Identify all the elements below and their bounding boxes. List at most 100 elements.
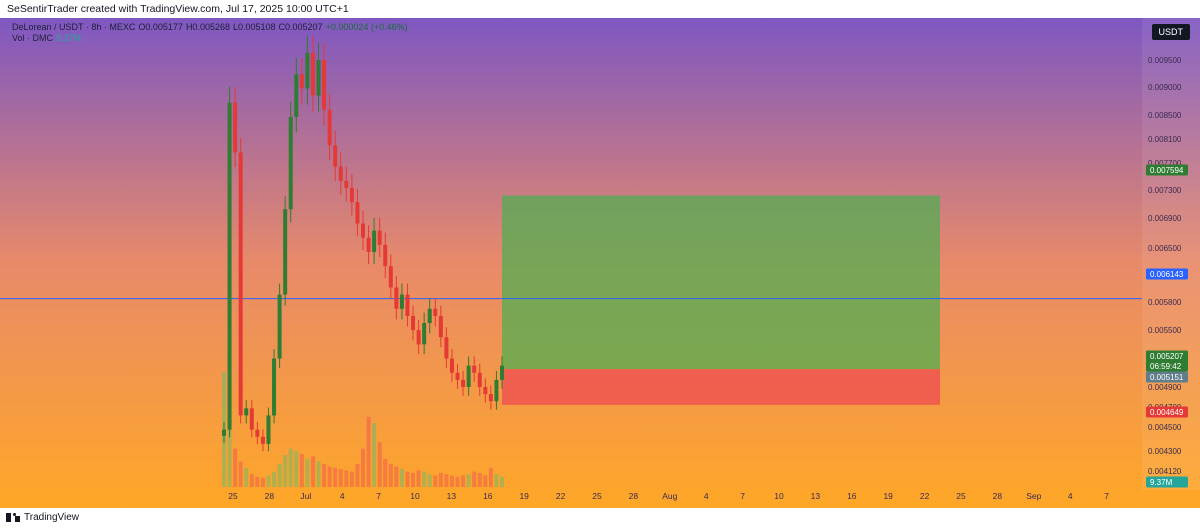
legend-open: O0.005177 xyxy=(138,22,183,32)
candle-body xyxy=(399,294,404,309)
candle-body xyxy=(227,102,232,430)
x-tick-label: Sep xyxy=(1026,491,1041,501)
volume-bar xyxy=(227,416,232,487)
y-tick-label: 0.007300 xyxy=(1148,186,1182,195)
legend-volume-row: Vol · DMC 9.37M xyxy=(12,33,408,44)
y-tick-label: 0.009000 xyxy=(1148,83,1182,92)
volume-bar xyxy=(483,475,488,487)
legend-vol-label[interactable]: Vol · DMC xyxy=(12,33,54,43)
volume-bar xyxy=(333,467,338,487)
volume-bar xyxy=(288,448,293,487)
x-tick-label: 25 xyxy=(956,491,966,501)
price-marker-bg xyxy=(1146,476,1188,488)
candle-body xyxy=(333,145,338,167)
y-tick-label: 0.004300 xyxy=(1148,447,1182,456)
volume-bar xyxy=(433,475,438,487)
price-marker-label: 0.005151 xyxy=(1150,373,1184,382)
x-tick-label: Aug xyxy=(662,491,677,501)
volume-bar xyxy=(472,471,477,487)
candle-body xyxy=(377,230,382,245)
volume-bar xyxy=(461,475,466,487)
candle-body xyxy=(388,266,393,288)
volume-bar xyxy=(411,472,416,487)
target-zone xyxy=(502,195,940,370)
y-tick-label: 0.005500 xyxy=(1148,326,1182,335)
volume-bar xyxy=(494,474,499,487)
volume-bar xyxy=(277,464,282,487)
candle-body xyxy=(433,308,438,316)
volume-bar xyxy=(310,456,315,487)
candle-body xyxy=(244,408,249,416)
y-tick-label: 0.004500 xyxy=(1148,423,1182,432)
legend-low: L0.005108 xyxy=(232,22,276,32)
x-tick-label: 16 xyxy=(483,491,493,501)
volume-bar xyxy=(233,448,238,487)
volume-bar xyxy=(294,451,299,487)
currency-badge[interactable]: USDT xyxy=(1151,24,1190,40)
candle-body xyxy=(299,74,304,89)
legend-high: H0.005268 xyxy=(185,22,230,32)
price-marker-bg xyxy=(1146,360,1188,372)
x-tick-label: 28 xyxy=(265,491,275,501)
volume-bar xyxy=(366,416,371,487)
candle-body xyxy=(366,237,371,252)
volume-bar xyxy=(238,461,243,487)
x-tick-label: 25 xyxy=(228,491,238,501)
candle-body xyxy=(383,244,388,267)
candle-body xyxy=(349,187,354,203)
candle-body xyxy=(494,379,499,402)
volume-bar xyxy=(361,448,365,487)
volume-bar xyxy=(344,470,349,487)
candle-body xyxy=(294,74,299,117)
position-zones xyxy=(502,195,940,405)
candle-body xyxy=(422,323,427,345)
x-tick-label: 7 xyxy=(1104,491,1109,501)
candle-body xyxy=(416,330,421,345)
y-tick-label: 0.004900 xyxy=(1148,383,1182,392)
candle-body xyxy=(449,358,454,373)
volume-bar xyxy=(394,466,399,487)
candles xyxy=(222,35,504,452)
candle-body xyxy=(316,60,321,96)
candle-body xyxy=(222,429,226,436)
price-marker-bg xyxy=(1146,406,1188,418)
y-tick-label: 0.004120 xyxy=(1148,467,1182,476)
volume-bar xyxy=(427,474,432,487)
legend-symbol[interactable]: DeLorean / USDT · 8h · MEXC xyxy=(12,22,136,32)
candle-body xyxy=(483,387,488,395)
tradingview-brand[interactable]: TradingView xyxy=(6,512,79,523)
y-tick-label: 0.008100 xyxy=(1148,135,1182,144)
volume-bar xyxy=(244,467,249,487)
candle-body xyxy=(238,152,243,416)
candle-body xyxy=(322,60,327,110)
x-tick-label: 13 xyxy=(811,491,821,501)
y-tick-label: 0.005800 xyxy=(1148,298,1182,307)
candle-body xyxy=(327,109,332,146)
candle-body xyxy=(272,358,277,416)
volume-bar xyxy=(500,476,504,487)
volume-bar xyxy=(327,466,332,487)
x-tick-label: 13 xyxy=(447,491,457,501)
price-marker-bg xyxy=(1146,164,1188,176)
x-tick-label: 4 xyxy=(704,491,709,501)
volume-bar xyxy=(438,472,443,487)
price-marker-bg xyxy=(1146,268,1188,280)
price-marker-label: 0.007594 xyxy=(1150,166,1184,175)
x-tick-label: 10 xyxy=(410,491,420,501)
legend-change: +0.000024 (+0.46%) xyxy=(325,22,408,32)
y-tick-label: 0.006500 xyxy=(1148,244,1182,253)
volume-bar xyxy=(255,476,260,487)
candle-body xyxy=(338,166,343,181)
candle-body xyxy=(344,180,349,188)
price-marker-bg xyxy=(1146,350,1188,362)
x-tick-label: 22 xyxy=(920,491,930,501)
stop-zone xyxy=(502,369,940,405)
x-tick-label: 19 xyxy=(883,491,893,501)
candle-body xyxy=(394,287,399,309)
brand-label: TradingView xyxy=(24,512,80,523)
volume-bar xyxy=(455,476,460,487)
candle-body xyxy=(305,52,310,89)
x-tick-label: 7 xyxy=(740,491,745,501)
